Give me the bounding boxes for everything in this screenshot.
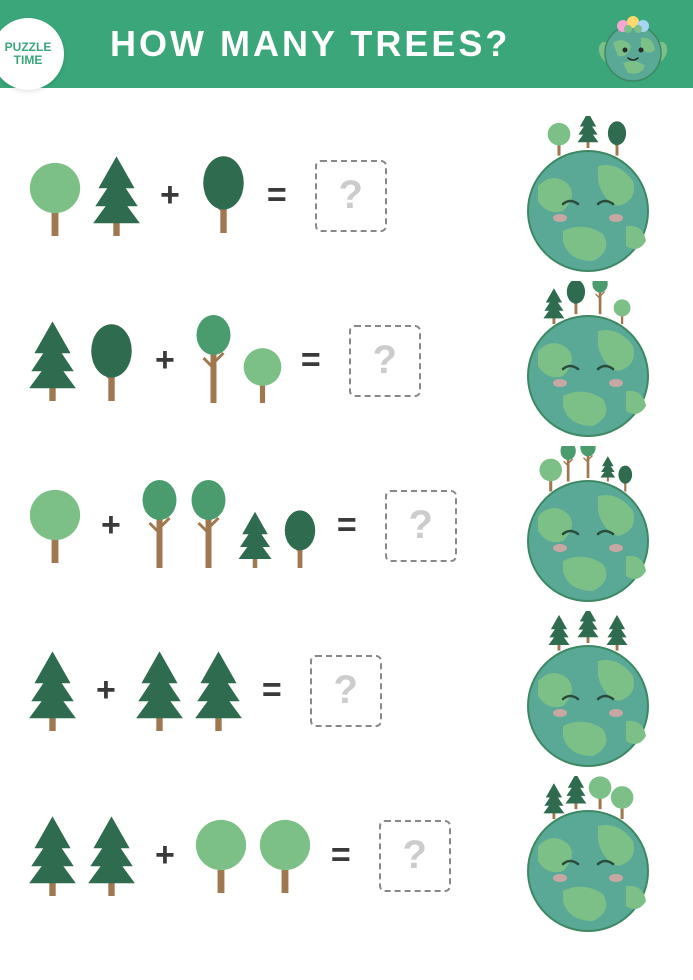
left-group (25, 151, 144, 241)
equation-row: + =? (25, 113, 668, 278)
right-group (191, 813, 315, 898)
tree-icon (84, 811, 139, 901)
left-group (25, 483, 85, 568)
answer-box[interactable]: ? (310, 655, 382, 727)
answer-box[interactable]: ? (385, 490, 457, 562)
earth-result-icon (508, 776, 668, 936)
plus-operator: + (155, 341, 175, 380)
left-group (25, 316, 139, 406)
earth-result-icon (508, 611, 668, 771)
tree-icon (235, 508, 275, 573)
tree-icon (89, 151, 144, 241)
earth-mascot-icon (593, 8, 673, 88)
answer-box[interactable]: ? (379, 820, 451, 892)
tree-icon (25, 483, 85, 568)
earth-result-icon (508, 116, 668, 276)
equals-operator: = (262, 671, 282, 710)
tree-icon (186, 478, 231, 573)
equals-operator: = (301, 341, 321, 380)
tree-icon (137, 478, 182, 573)
equation-row: + =? (25, 443, 668, 608)
tree-icon (191, 313, 236, 408)
header-bar: PUZZLE TIME HOW MANY TREES? (0, 0, 693, 88)
earth-result-icon (508, 446, 668, 606)
equation-list: + =? + =? + =? + =? (0, 88, 693, 953)
equation-row: + =? (25, 608, 668, 773)
tree-icon (240, 343, 285, 408)
plus-operator: + (155, 836, 175, 875)
plus-operator: + (96, 671, 116, 710)
badge-line2: TIME (14, 54, 43, 67)
equals-operator: = (267, 176, 287, 215)
tree-icon (25, 316, 80, 406)
left-group (25, 811, 139, 901)
plus-operator: + (101, 506, 121, 545)
tree-icon (255, 813, 315, 898)
page-title: HOW MANY TREES? (110, 23, 510, 65)
equation-row: + =? (25, 278, 668, 443)
right-group (191, 313, 285, 408)
answer-box[interactable]: ? (349, 325, 421, 397)
tree-icon (191, 646, 246, 736)
equals-operator: = (337, 506, 357, 545)
right-group (132, 646, 246, 736)
tree-icon (196, 153, 251, 238)
right-group (196, 153, 251, 238)
answer-box[interactable]: ? (315, 160, 387, 232)
tree-icon (25, 156, 85, 241)
right-group (137, 478, 321, 573)
tree-icon (191, 813, 251, 898)
plus-operator: + (160, 176, 180, 215)
puzzle-time-badge: PUZZLE TIME (0, 18, 64, 90)
tree-icon (25, 811, 80, 901)
left-group (25, 646, 80, 736)
equation-row: + =? (25, 773, 668, 938)
tree-icon (132, 646, 187, 736)
tree-icon (279, 508, 321, 573)
equals-operator: = (331, 836, 351, 875)
tree-icon (84, 321, 139, 406)
tree-icon (25, 646, 80, 736)
earth-result-icon (508, 281, 668, 441)
